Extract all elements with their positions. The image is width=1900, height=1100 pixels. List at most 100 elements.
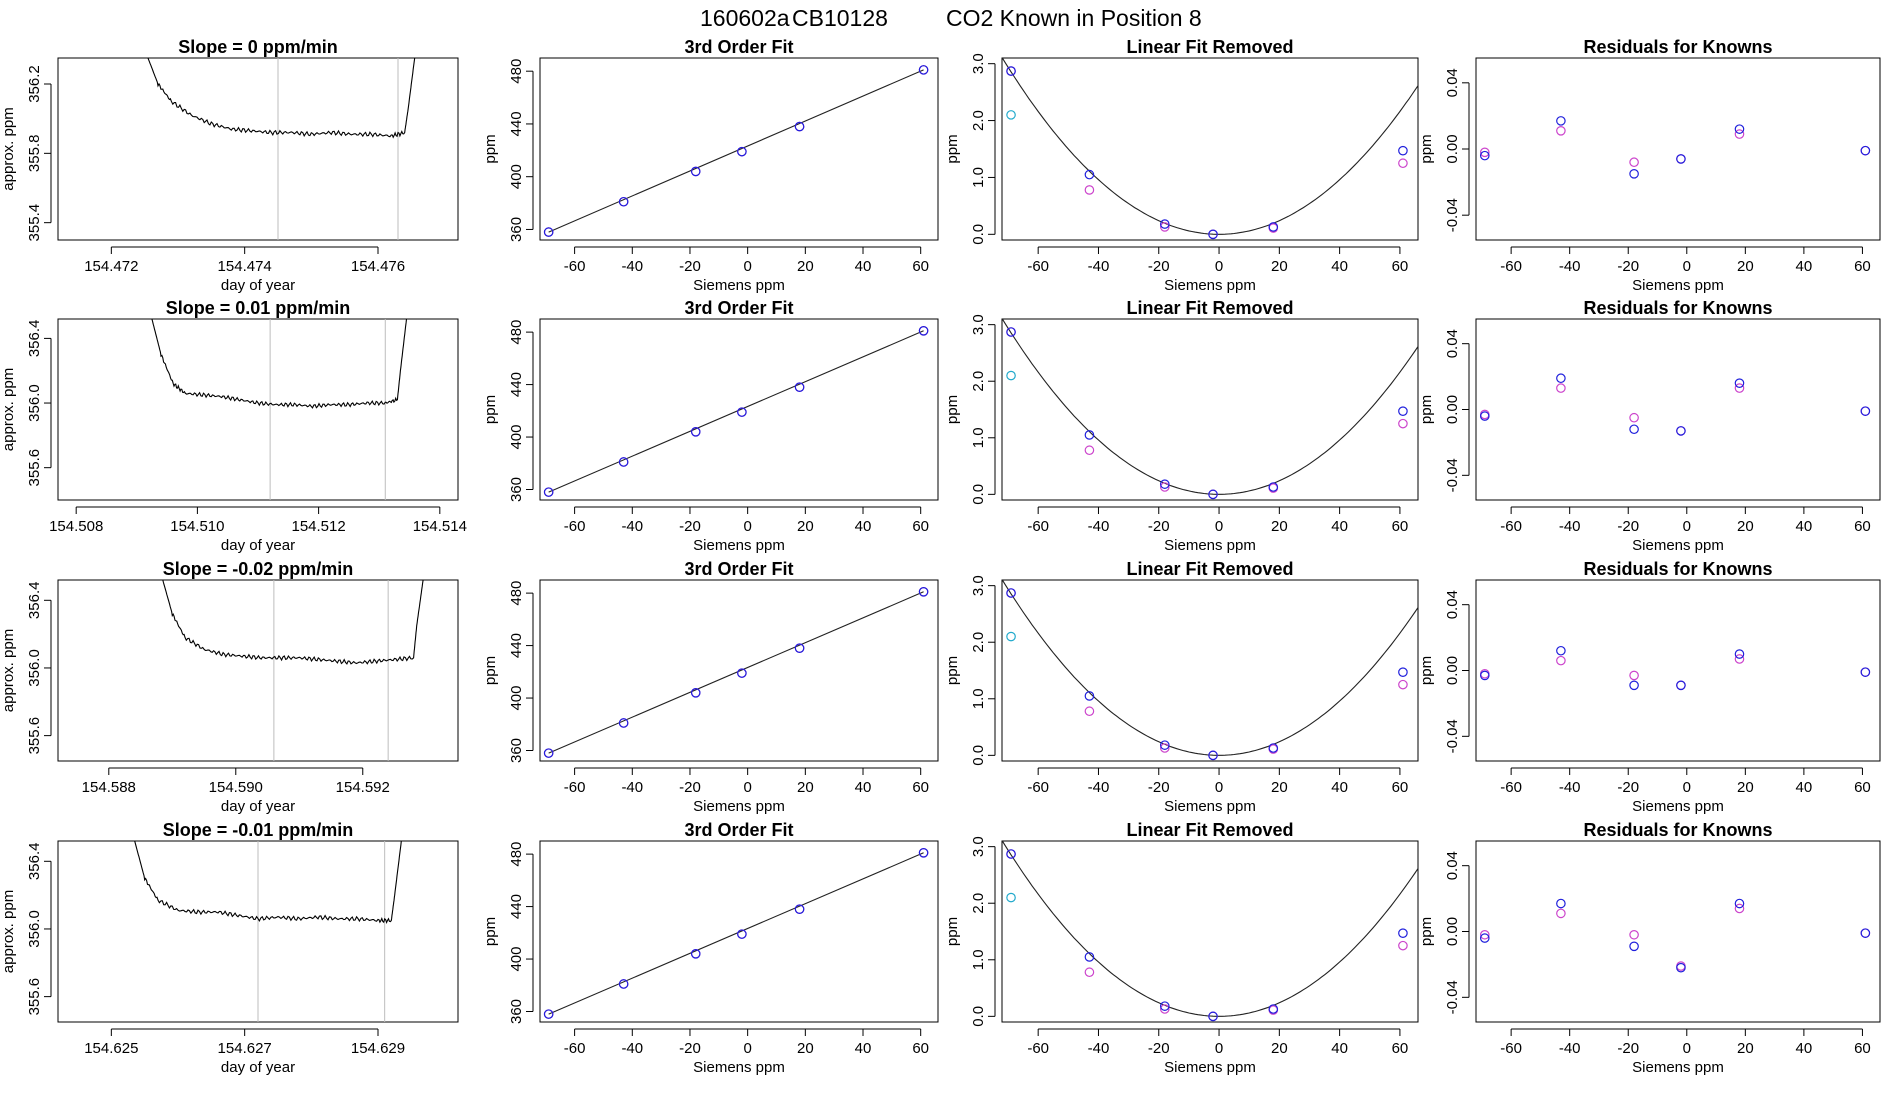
y-tick-label: 0.00 — [1444, 656, 1461, 685]
residual-point-blue — [1734, 898, 1745, 909]
x-tick-label: 40 — [1796, 1040, 1813, 1057]
x-tick-label: -40 — [1088, 518, 1110, 535]
panel-title: 3rd Order Fit — [684, 298, 793, 318]
y-tick-label: 3.0 — [970, 53, 987, 74]
panel-r0-linear_removed: Linear Fit Removed Siemens ppm ppm -60 -40 -2… — [944, 37, 1419, 294]
residual-point-blue — [1556, 645, 1566, 656]
x-tick-label: 40 — [1331, 779, 1348, 796]
data-point-blue — [918, 65, 929, 75]
x-axis-label: day of year — [221, 277, 295, 294]
x-tick-label: 154.590 — [209, 779, 263, 796]
x-tick-label: 0 — [1683, 258, 1691, 275]
residual-point-magenta — [1734, 654, 1745, 664]
residual-point-magenta — [1556, 383, 1566, 393]
data-point-magenta — [1159, 743, 1170, 753]
residual-point-blue — [1479, 411, 1490, 421]
x-tick-label: 60 — [1392, 518, 1409, 535]
data-point-blue — [794, 643, 805, 654]
data-point-blue — [737, 407, 747, 417]
x-tick-label: 60 — [1854, 518, 1871, 535]
x-tick-label: 40 — [855, 1040, 872, 1057]
plot-frame — [1001, 57, 1419, 241]
x-tick-label: 0 — [1215, 258, 1223, 275]
data-point-blue — [543, 487, 554, 497]
x-tick-label: 154.629 — [351, 1040, 405, 1057]
x-axis-label: Siemens ppm — [693, 277, 785, 294]
y-tick-label: 440 — [508, 633, 525, 658]
x-tick-label: 0 — [1683, 518, 1691, 535]
x-tick-label: 40 — [1796, 258, 1813, 275]
residual-point-blue — [1479, 150, 1490, 161]
data-point-blue — [737, 929, 747, 939]
x-tick-label: -60 — [1500, 1040, 1522, 1057]
x-tick-label: -20 — [1617, 258, 1639, 275]
plot-frame — [1475, 57, 1881, 241]
plot-frame — [57, 579, 459, 762]
x-tick-label: -40 — [621, 1040, 643, 1057]
title-text: CO2 Known in Position 8 — [946, 5, 1202, 31]
y-tick-label: -0.04 — [1444, 719, 1461, 753]
panel-r2-residuals: Residuals for Knowns Siemens ppm ppm -60 -40… — [1418, 559, 1881, 815]
panel-r3-trace: Slope = -0.01 ppm/min day of year approx. … — [0, 820, 459, 1076]
y-axis-label: approx. ppm — [0, 107, 17, 190]
quadratic-fit-curve — [1002, 580, 1418, 756]
residual-point-blue — [1676, 962, 1686, 973]
panel-title: Linear Fit Removed — [1126, 37, 1293, 57]
data-point-blue — [794, 904, 805, 915]
residual-point-magenta — [1629, 157, 1639, 168]
x-axis-label: Siemens ppm — [1632, 277, 1724, 294]
residual-point-magenta — [1629, 670, 1639, 681]
data-point-magenta — [1084, 967, 1095, 978]
data-point-blue — [1084, 691, 1095, 701]
data-point-blue — [1159, 740, 1170, 750]
panel-title: Slope = 0 ppm/min — [178, 37, 338, 57]
x-tick-label: 154.474 — [218, 258, 272, 275]
y-tick-label: 480 — [508, 320, 525, 345]
data-point-blue — [918, 326, 929, 336]
y-tick-label: 0.04 — [1444, 329, 1461, 358]
y-tick-label: 400 — [508, 164, 525, 189]
panel-title: Linear Fit Removed — [1126, 559, 1293, 579]
y-tick-label: 356.4 — [26, 843, 43, 881]
plot-area — [147, 58, 416, 240]
data-point-blue — [1208, 1011, 1218, 1022]
plot-frame — [539, 57, 939, 241]
data-point-blue — [1006, 849, 1016, 859]
data-point-blue — [1398, 406, 1408, 416]
plot-frame — [1475, 318, 1881, 501]
plot-frame — [1001, 840, 1419, 1023]
panel-r3-linear_removed: Linear Fit Removed Siemens ppm ppm -60 -40 -2… — [944, 820, 1419, 1076]
x-tick-label: -40 — [1559, 1040, 1581, 1057]
panel-r2-linear_removed: Linear Fit Removed Siemens ppm ppm -60 -40 -2… — [944, 559, 1419, 815]
x-axis-label: day of year — [221, 1059, 295, 1076]
x-axis-label: Siemens ppm — [1632, 1059, 1724, 1076]
x-axis-label: Siemens ppm — [1632, 537, 1724, 554]
fit-line — [548, 330, 924, 493]
data-point-blue — [690, 426, 701, 437]
data-point-blue — [690, 166, 701, 177]
x-tick-label: 40 — [1331, 518, 1348, 535]
y-axis-label: ppm — [1418, 395, 1435, 424]
data-point-blue — [1159, 219, 1170, 229]
data-point-blue — [918, 587, 929, 597]
x-tick-label: 40 — [855, 779, 872, 796]
plot-area — [162, 580, 424, 761]
residual-point-blue — [1479, 670, 1490, 681]
x-tick-label: 20 — [1271, 258, 1288, 275]
x-tick-label: 0 — [743, 518, 751, 535]
y-tick-label: 0.0 — [970, 745, 987, 766]
x-tick-label: -60 — [564, 518, 586, 535]
panel-r0-fit: 3rd Order Fit Siemens ppm ppm -60 -40 -20 0 20 4… — [482, 37, 939, 294]
x-tick-label: -60 — [1027, 518, 1049, 535]
residual-point-blue — [1676, 680, 1686, 691]
data-point-blue — [1084, 430, 1095, 440]
x-tick-label: -60 — [1027, 258, 1049, 275]
x-tick-label: -60 — [1500, 258, 1522, 275]
quadratic-fit-curve — [1002, 841, 1418, 1017]
plot-area — [1479, 645, 1871, 691]
panel-title: 3rd Order Fit — [684, 559, 793, 579]
fit-line — [548, 852, 924, 1015]
plot-area — [1479, 116, 1871, 179]
title-run: 160602a — [700, 5, 790, 31]
y-tick-label: 1.0 — [970, 949, 987, 970]
